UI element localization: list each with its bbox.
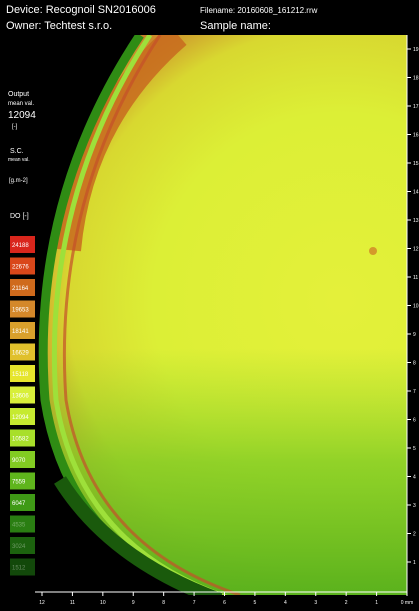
bottom-tick-label: 7 [193, 600, 196, 606]
screen: Device: Recognoil SN2016006 Filename: 20… [0, 0, 419, 606]
device: Device: Recognoil SN2016006 [6, 4, 156, 16]
owner: Owner: Techtest s.r.o. [6, 20, 112, 32]
scan-image [43, 35, 410, 605]
output-sub: mean val. [8, 101, 34, 107]
right-tick-label: 8 [413, 361, 416, 367]
right-tick-label: 6 [413, 418, 416, 424]
right-tick-label: 19 [413, 47, 419, 53]
legend-label: 4535 [12, 523, 26, 529]
bottom-tick-label: 4 [284, 600, 287, 606]
legend-label: 12094 [12, 415, 29, 421]
filename: Filename: 20160608_161212.rrw [200, 6, 318, 15]
right-tick-label: 7 [413, 389, 416, 395]
legend-label: 1512 [12, 566, 26, 572]
legend-label: 3024 [12, 544, 26, 550]
legend-label: 10582 [12, 437, 29, 443]
legend-label: 6047 [12, 501, 26, 507]
output-title: Output [8, 91, 29, 98]
bottom-tick-label: 5 [254, 600, 257, 606]
bottom-tick-label: 9 [132, 600, 135, 606]
sc-sub: mean val. [8, 157, 30, 163]
right-tick-label: 2 [413, 532, 416, 538]
right-tick-label: 13 [413, 218, 419, 224]
bottom-tick-label: 8 [162, 600, 165, 606]
bottom-tick-label: 3 [314, 600, 317, 606]
right-tick-label: 1 [413, 560, 416, 566]
sc-title: S.C. [10, 148, 24, 155]
right-tick-label: 3 [413, 503, 416, 509]
legend-label: 13606 [12, 394, 29, 400]
page: {"header": {"device": "Device: Recognoil… [0, 0, 419, 606]
legend-label: 15118 [12, 372, 29, 378]
right-tick-label: 17 [413, 104, 419, 110]
bottom-tick-label: 10 [100, 600, 106, 606]
right-tick-label: 10 [413, 304, 419, 310]
output-unit: [-] [12, 124, 18, 130]
right-tick-label: 9 [413, 332, 416, 338]
bottom-tick-label: 11 [70, 600, 75, 606]
bottom-tick-label: 1 [375, 600, 378, 606]
do-title: DO [-] [10, 213, 29, 220]
legend-label: 7559 [12, 480, 26, 486]
bottom-tick-label: 2 [345, 600, 348, 606]
sample-name: Sample name: [200, 20, 271, 32]
right-tick-label: 4 [413, 475, 416, 481]
right-tick-label: 14 [413, 190, 419, 196]
legend-label: 9070 [12, 458, 26, 464]
output-value: 12094 [8, 110, 36, 121]
sc-unit: [g.m-2] [9, 178, 28, 184]
right-tick-label: 12 [413, 247, 419, 253]
bottom-tick-label: 12 [39, 600, 45, 606]
legend-label: 22676 [12, 265, 29, 271]
bottom-tick-label: 0 mm [401, 600, 414, 606]
right-tick-label: 5 [413, 446, 416, 452]
bottom-tick-label: 6 [223, 600, 226, 606]
legend-label: 19653 [12, 308, 29, 314]
legend-label: 24188 [12, 243, 29, 249]
legend-label: 21164 [12, 286, 29, 292]
right-tick-label: 16 [413, 133, 419, 139]
legend-label: 18141 [12, 329, 29, 335]
right-tick-label: 11 [413, 275, 418, 281]
right-tick-label: 18 [413, 76, 419, 82]
legend-label: 16629 [12, 351, 29, 357]
right-tick-label: 15 [413, 161, 419, 167]
